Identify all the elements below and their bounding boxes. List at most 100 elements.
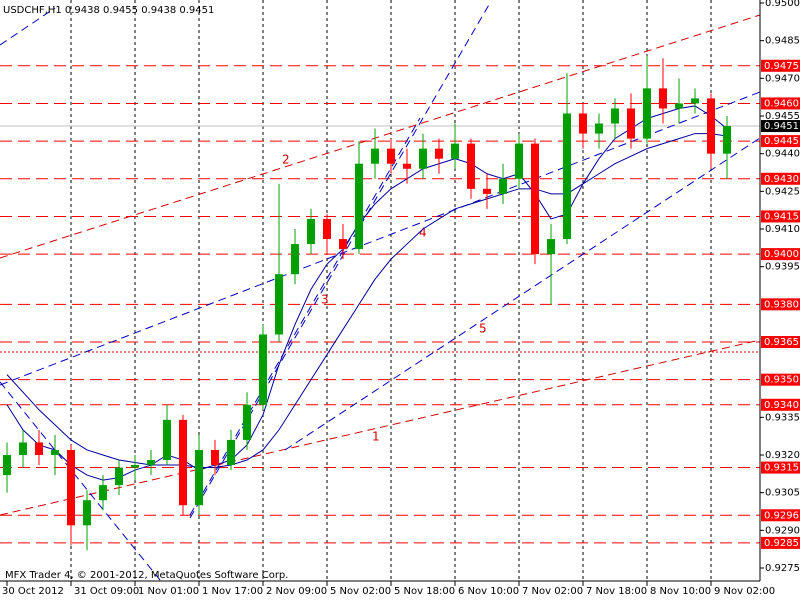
candle-body bbox=[99, 485, 107, 501]
x-tick-label: 1 Nov 17:00 bbox=[202, 586, 263, 597]
level-label: 0.9400 bbox=[764, 249, 799, 260]
level-label-box bbox=[761, 336, 800, 348]
x-tick-label: 6 Nov 10:00 bbox=[458, 586, 519, 597]
x-tick-label: 7 Nov 02:00 bbox=[522, 586, 583, 597]
candle-body bbox=[3, 455, 11, 476]
last-price-box bbox=[761, 120, 800, 133]
trendline bbox=[189, 117, 421, 516]
candle-body bbox=[83, 500, 91, 526]
trendlines bbox=[0, 2, 761, 581]
candle-body bbox=[707, 98, 715, 154]
level-label: 0.9380 bbox=[764, 299, 799, 310]
y-tick-label: 0.9440 bbox=[765, 149, 800, 160]
candle-body bbox=[467, 143, 475, 189]
level-label: 0.9430 bbox=[764, 174, 799, 185]
candle-body bbox=[643, 88, 651, 139]
candle-body bbox=[339, 239, 347, 250]
candle-body bbox=[211, 449, 219, 466]
candle-body bbox=[531, 143, 539, 255]
trendline-label: 3 bbox=[321, 293, 329, 307]
y-tick-label: 0.9500 bbox=[765, 0, 800, 9]
trendline-label: 2 bbox=[282, 153, 290, 167]
candle-body bbox=[35, 442, 43, 455]
x-tick-label: 5 Nov 18:00 bbox=[394, 586, 455, 597]
x-tick-label: 7 Nov 18:00 bbox=[586, 586, 647, 597]
candle-body bbox=[419, 148, 427, 169]
level-label-box bbox=[761, 461, 800, 474]
levels bbox=[0, 65, 760, 544]
candle-body bbox=[595, 123, 603, 134]
candle-body bbox=[451, 143, 459, 159]
candle-body bbox=[163, 419, 171, 461]
y-tick-label: 0.9395 bbox=[765, 262, 800, 273]
candle-body bbox=[499, 178, 507, 194]
candles bbox=[3, 55, 731, 551]
level-label: 0.9340 bbox=[764, 400, 799, 411]
chart-title: USDCHF,H1 0.9438 0.9455 0.9438 0.9451 bbox=[3, 5, 214, 16]
level-label: 0.9475 bbox=[764, 61, 799, 72]
trendline-label: 4 bbox=[419, 226, 427, 240]
y-tick-label: 0.9455 bbox=[765, 111, 800, 122]
candle-body bbox=[243, 404, 251, 440]
candle-body bbox=[579, 113, 587, 134]
candle-body bbox=[179, 419, 187, 506]
y-tick-label: 0.9425 bbox=[765, 186, 800, 197]
candle-body bbox=[691, 98, 699, 104]
candle-body bbox=[115, 467, 123, 486]
x-tick-label: 8 Nov 10:00 bbox=[650, 586, 711, 597]
level-label: 0.9315 bbox=[764, 463, 799, 474]
level-label: 0.9365 bbox=[764, 337, 799, 348]
trendline bbox=[0, 14, 761, 259]
candle-body bbox=[275, 274, 283, 335]
candle-body bbox=[387, 148, 395, 164]
candle-body bbox=[611, 108, 619, 124]
level-label: 0.9460 bbox=[764, 98, 799, 109]
level-label-box bbox=[761, 248, 800, 261]
y-tick-label: 0.9305 bbox=[765, 488, 800, 499]
level-label-box bbox=[761, 59, 800, 72]
candle-body bbox=[371, 148, 379, 164]
level-label: 0.9285 bbox=[764, 538, 799, 549]
level-label-box bbox=[761, 172, 800, 185]
candle-body bbox=[515, 143, 523, 179]
level-label: 0.9445 bbox=[764, 136, 799, 147]
level-label-box bbox=[761, 398, 800, 411]
level-label-box bbox=[761, 210, 800, 223]
candle-body bbox=[547, 239, 555, 255]
level-label-box bbox=[761, 373, 800, 386]
candle-body bbox=[627, 108, 635, 139]
footer: MFX Trader 4, © 2001-2012, MetaQuotes So… bbox=[5, 570, 288, 581]
trendline-label: 5 bbox=[479, 322, 487, 336]
grid bbox=[6, 0, 712, 586]
candle-body bbox=[147, 460, 155, 466]
candle-body bbox=[723, 126, 731, 154]
candle-body bbox=[403, 163, 411, 169]
candle-body bbox=[675, 103, 683, 109]
last-price-label: 0.9451 bbox=[764, 121, 799, 132]
y-tick-label: 0.9275 bbox=[765, 563, 800, 574]
level-label-box bbox=[761, 536, 800, 549]
level-label-box bbox=[761, 135, 800, 148]
trendline bbox=[0, 91, 761, 386]
candle-body bbox=[659, 88, 667, 109]
candle-body bbox=[323, 218, 331, 240]
candle-body bbox=[291, 244, 299, 275]
trendline bbox=[284, 137, 761, 451]
x-tick-label: 2 Nov 09:00 bbox=[266, 586, 327, 597]
candle-body bbox=[307, 218, 315, 245]
y-tick-label: 0.9410 bbox=[765, 224, 800, 235]
candle-body bbox=[19, 442, 27, 455]
x-tick-label: 1 Nov 01:00 bbox=[138, 586, 199, 597]
candle-body bbox=[67, 449, 75, 526]
moving-average bbox=[6, 105, 728, 481]
trendline bbox=[0, 7, 56, 46]
moving-average bbox=[6, 133, 728, 469]
candle-body bbox=[195, 449, 203, 506]
y-tick-label: 0.9470 bbox=[765, 73, 800, 84]
candle-body bbox=[563, 113, 571, 240]
level-label: 0.9296 bbox=[764, 510, 799, 521]
moving-averages bbox=[6, 105, 728, 481]
trendline-label: 1 bbox=[372, 430, 380, 444]
x-tick-label: 30 Oct 2012 bbox=[2, 586, 64, 597]
